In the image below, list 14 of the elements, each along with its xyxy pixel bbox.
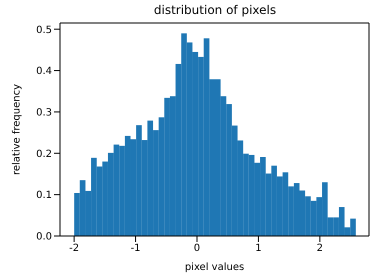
- y-tick-label: 0.4: [36, 66, 52, 78]
- x-tick-label: 0: [194, 243, 200, 254]
- x-tick-label: 2: [316, 243, 324, 254]
- y-tick-label: 0.1: [36, 190, 52, 202]
- y-axis-title: relative frequency: [12, 84, 23, 176]
- y-tick-label: 0.5: [36, 24, 52, 36]
- x-tick-label: -1: [130, 243, 141, 254]
- chart-title: distribution of pixels: [152, 3, 278, 17]
- x-tick-label: -2: [69, 243, 80, 254]
- y-tick-label: 0.0: [36, 232, 52, 243]
- y-tick-label: 0.3: [36, 107, 52, 118]
- x-tick-label: 1: [255, 243, 262, 254]
- x-axis-title: pixel values: [184, 262, 244, 273]
- y-tick-label: 0.2: [36, 148, 52, 160]
